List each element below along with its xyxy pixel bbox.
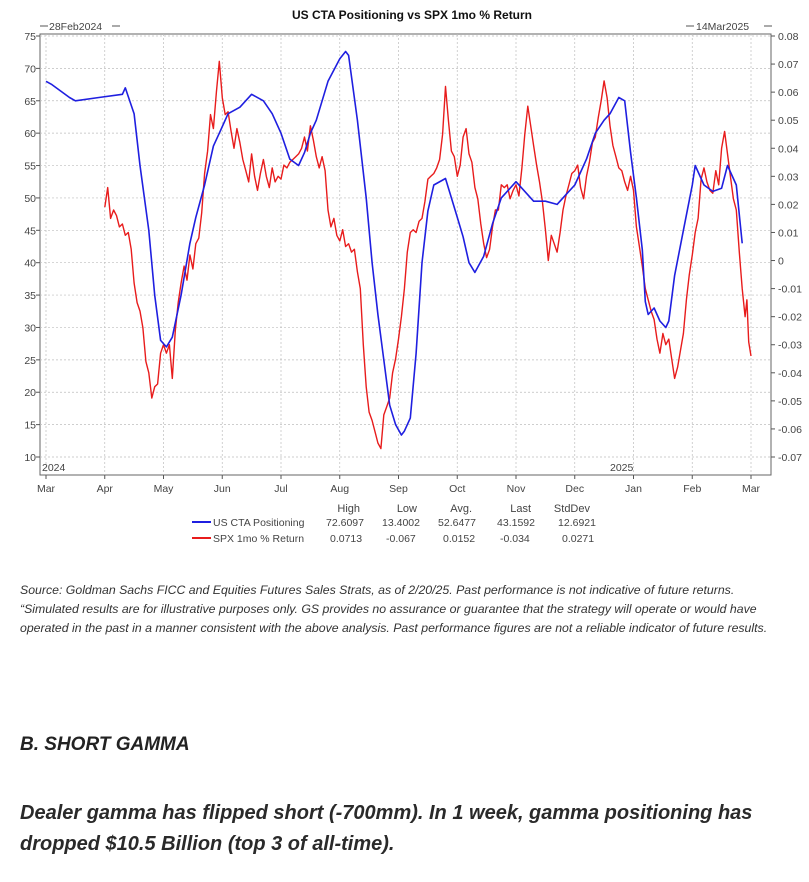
- end-date-label: 14Mar2025: [696, 21, 749, 33]
- year-label-2025: 2025: [610, 462, 634, 474]
- right-tick-label: 0.02: [778, 199, 799, 211]
- x-tick-label: Dec: [565, 483, 584, 495]
- plot-frame: [39, 33, 772, 476]
- x-tick-label: Jun: [214, 483, 231, 495]
- series-line-us-cta-positioning: [45, 50, 743, 436]
- x-tick-label: Mar: [37, 483, 56, 495]
- stats-header-high: High: [337, 503, 360, 515]
- x-tick-label: Jul: [274, 483, 287, 495]
- right-tick-label: -0.07: [778, 452, 802, 464]
- chart-title: US CTA Positioning vs SPX 1mo % Return: [292, 8, 532, 22]
- series-line-spx-1mo-return: [104, 60, 752, 450]
- left-tick-label: 75: [24, 31, 36, 43]
- gridlines: [40, 34, 771, 475]
- right-tick-label: 0.06: [778, 87, 799, 99]
- left-tick-label: 35: [24, 290, 36, 302]
- section-heading: B. SHORT GAMMA: [20, 734, 190, 755]
- cta-stat-low: 13.4002: [382, 517, 420, 529]
- right-tick-label: 0.08: [778, 31, 799, 43]
- left-tick-label: 20: [24, 387, 36, 399]
- right-tick-label: 0.05: [778, 115, 799, 127]
- cta-stat-last: 43.1592: [497, 517, 535, 529]
- right-tick-label: -0.01: [778, 284, 802, 296]
- stats-header-last: Last: [510, 503, 531, 515]
- right-tick-label: -0.04: [778, 368, 802, 380]
- spx-stat-stddev: 0.0271: [562, 533, 594, 545]
- right-tick-label: -0.05: [778, 396, 802, 408]
- spx-stat-high: 0.0713: [330, 533, 362, 545]
- start-date-label: 28Feb2024: [49, 21, 102, 33]
- left-tick-label: 40: [24, 258, 36, 270]
- stats-header-avg: Avg.: [450, 503, 472, 515]
- spx-stat-low: -0.067: [386, 533, 416, 545]
- left-tick-label: 65: [24, 96, 36, 108]
- section-body-text: Dealer gamma has flipped short (-700mm).…: [20, 802, 753, 855]
- legend-label-spx: SPX 1mo % Return: [213, 533, 304, 545]
- left-tick-label: 15: [24, 420, 36, 432]
- left-tick-label: 30: [24, 322, 36, 334]
- x-tick-label: Apr: [97, 483, 114, 495]
- legend-label-cta: US CTA Positioning: [213, 517, 305, 529]
- legend-stats-table: High Low Avg. Last StdDev US CTA Positio…: [192, 503, 596, 545]
- cta-stat-stddev: 12.6921: [558, 517, 596, 529]
- x-tick-label: Sep: [389, 483, 408, 495]
- cta-vs-spx-chart: US CTA Positioning vs SPX 1mo % Return 2…: [24, 8, 802, 545]
- right-tick-label: 0.04: [778, 143, 799, 155]
- stats-header-stddev: StdDev: [554, 503, 591, 515]
- right-tick-label: -0.06: [778, 424, 802, 436]
- left-tick-label: 50: [24, 193, 36, 205]
- x-tick-label: Nov: [507, 483, 526, 495]
- x-tick-label: Mar: [742, 483, 761, 495]
- left-tick-label: 70: [24, 63, 36, 75]
- spx-stat-last: -0.034: [500, 533, 530, 545]
- right-tick-label: 0.07: [778, 59, 799, 71]
- source-footnote: Source: Goldman Sachs FICC and Equities …: [20, 583, 768, 635]
- top-date-labels: 28Feb2024 14Mar2025: [40, 21, 772, 33]
- right-tick-label: 0.01: [778, 227, 799, 239]
- left-tick-label: 55: [24, 161, 36, 173]
- right-tick-label: 0: [778, 256, 784, 268]
- x-axis: Mar Apr May Jun Jul Aug Sep Oct Nov Dec Jan Feb Mar: [37, 475, 761, 495]
- cta-stat-high: 72.6097: [326, 517, 364, 529]
- left-tick-label: 10: [24, 452, 36, 464]
- left-tick-label: 45: [24, 225, 36, 237]
- x-tick-label: Oct: [449, 483, 465, 495]
- left-tick-label: 60: [24, 128, 36, 140]
- left-tick-label: 25: [24, 355, 36, 367]
- x-tick-label: Aug: [330, 483, 349, 495]
- x-tick-label: Jan: [625, 483, 642, 495]
- right-axis: -0.07 -0.06 -0.05 -0.04 -0.03 -0.02 -0.01 0 0.01…: [771, 31, 802, 464]
- right-tick-label: 0.03: [778, 171, 799, 183]
- x-tick-label: Feb: [683, 483, 701, 495]
- left-axis: 10 15 20 25 30 35 40 45 50 55 60 65 70 75: [24, 31, 40, 464]
- right-tick-label: -0.02: [778, 312, 802, 324]
- x-tick-label: May: [154, 483, 175, 495]
- right-tick-label: -0.03: [778, 340, 802, 352]
- year-label-2024: 2024: [42, 462, 66, 474]
- spx-stat-avg: 0.0152: [443, 533, 475, 545]
- cta-stat-avg: 52.6477: [438, 517, 476, 529]
- stats-header-low: Low: [397, 503, 417, 515]
